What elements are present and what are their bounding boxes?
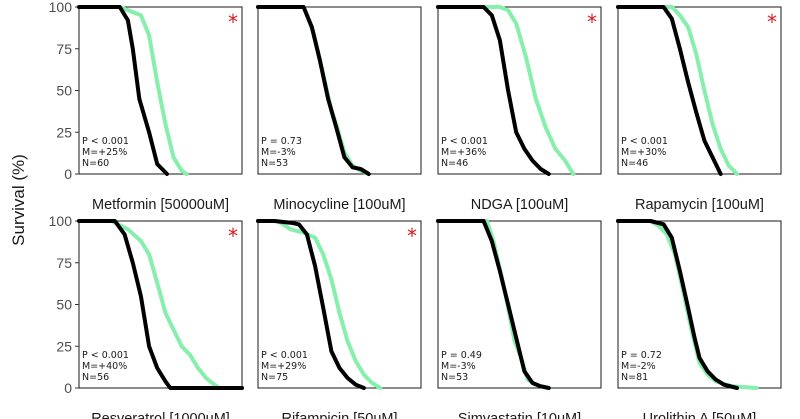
stat-line: N=46 (441, 158, 468, 169)
control-survival-curve (77, 219, 244, 390)
stat-line: P = 0.72 (621, 350, 662, 361)
y-tick-label: 50 (56, 297, 72, 313)
panel-title: Rapamycin [100uM] (635, 197, 764, 213)
control-survival-curve (436, 219, 551, 390)
stat-line: P < 0.001 (621, 136, 668, 147)
stat-line: M=+30% (621, 147, 666, 158)
panel-title: Simvastatin [10uM] (458, 411, 581, 419)
control-survival-curve (256, 5, 371, 176)
y-tick-label: 25 (56, 338, 72, 354)
y-tick-label: 75 (56, 41, 72, 57)
panel-title: Resveratrol [1000uM] (91, 411, 230, 419)
stat-line: M=+36% (441, 147, 486, 158)
significance-star: * (767, 10, 777, 34)
stat-line: N=81 (621, 372, 648, 383)
stat-line: N=75 (261, 372, 288, 383)
y-tick-label: 25 (56, 124, 72, 140)
control-survival-curve (256, 219, 366, 390)
panel-frame (617, 6, 782, 175)
panel-2: P = 0.73M=-3%N=53 Minocycline [100uM] (256, 5, 422, 213)
panel-frame (437, 220, 602, 389)
y-tick-label: 100 (49, 0, 73, 15)
significance-star: * (587, 10, 597, 34)
panel-title: Minocycline [100uM] (273, 197, 405, 213)
stat-line: M=+40% (82, 361, 127, 372)
y-tick-label: 0 (64, 380, 72, 396)
control-survival-curve (616, 219, 739, 390)
stat-line: P < 0.001 (261, 350, 308, 361)
significance-star: * (228, 224, 238, 248)
stat-line: N=60 (82, 158, 109, 169)
stat-line: P < 0.001 (82, 350, 129, 361)
treated-survival-curve (616, 5, 739, 176)
treated-survival-curve (77, 5, 189, 176)
significance-star: * (228, 10, 238, 34)
treated-survival-curve (256, 219, 383, 390)
panel-title: Urolithin A [50uM] (643, 411, 757, 419)
control-survival-curve (77, 5, 169, 176)
stat-line: M=-2% (621, 361, 656, 372)
panel-title: Rifampicin [50uM] (281, 411, 397, 419)
significance-star: * (407, 224, 417, 248)
stat-line: N=53 (261, 158, 288, 169)
panel-8: P = 0.72M=-2%N=81 Urolithin A [50uM] (616, 219, 782, 419)
control-survival-curve (436, 5, 551, 176)
panel-7: P = 0.49M=-3%N=53 Simvastatin [10uM] (436, 219, 602, 419)
stat-line: M=+29% (261, 361, 306, 372)
stat-line: M=-3% (441, 361, 476, 372)
y-tick-label: 75 (56, 255, 72, 271)
treated-survival-curve (77, 219, 222, 390)
control-survival-curve (616, 5, 723, 176)
stat-line: M=+25% (82, 147, 127, 158)
stat-line: M=-3% (261, 147, 296, 158)
stat-line: N=53 (441, 372, 468, 383)
y-tick-label: 100 (49, 213, 73, 229)
y-tick-label: 50 (56, 83, 72, 99)
stat-line: N=46 (621, 158, 648, 169)
stat-line: N=56 (82, 372, 109, 383)
panel-title: Metformin [50000uM] (92, 197, 229, 213)
panel-frame (78, 220, 243, 389)
stat-line: P < 0.001 (441, 136, 488, 147)
y-tick-label: 0 (64, 166, 72, 182)
stat-line: P < 0.001 (82, 136, 129, 147)
y-axis-label: Survival (%) (9, 154, 28, 246)
panel-title: NDGA [100uM] (471, 197, 569, 213)
stat-line: P = 0.73 (261, 136, 302, 147)
treated-survival-curve (436, 5, 576, 176)
stat-line: P = 0.49 (441, 350, 482, 361)
